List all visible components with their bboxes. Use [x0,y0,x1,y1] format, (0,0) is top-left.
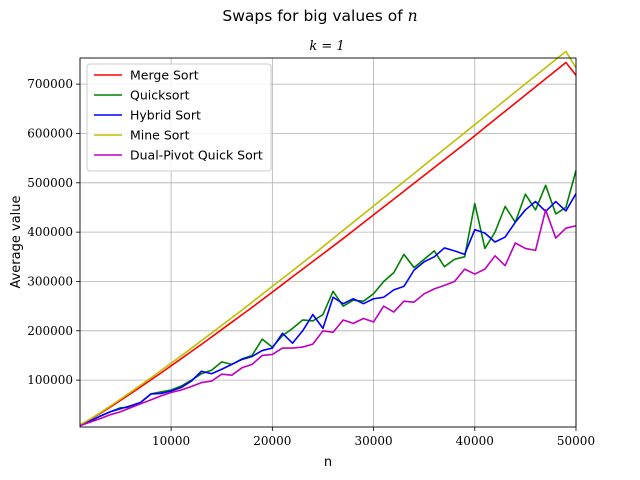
y-tick-label: 600000 [27,126,73,140]
x-tick-label: 10000 [152,434,190,448]
y-tick-label: 200000 [27,324,73,338]
legend: Merge Sort Quicksort Hybrid Sort Mine Sort D… [86,63,272,172]
chart-subtitle: k = 1 [309,39,344,54]
y-axis-label: Average value [9,195,24,288]
ticks: 10000 20000 30000 40000 50000 100000 200000 300… [27,77,595,448]
y-tick-label: 500000 [27,176,73,190]
y-tick-label: 400000 [27,225,73,239]
legend-label-mine-sort: Mine Sort [130,128,190,143]
series-line-merge-sort [79,61,577,426]
plot-frame [79,57,577,428]
x-tick-label: 50000 [557,434,595,448]
x-tick-label: 40000 [456,434,494,448]
chart-title-text: Swaps for big values of [222,7,403,25]
chart-title: Swaps for big values of n [222,7,417,25]
legend-label-merge-sort: Merge Sort [130,68,199,83]
chart-title-var: n [408,7,418,25]
y-tick-label: 300000 [27,274,73,288]
x-tick-label: 30000 [354,434,392,448]
legend-label-dual-pivot-quick-sort: Dual-Pivot Quick Sort [130,148,263,163]
legend-label-quicksort: Quicksort [130,88,190,103]
series-line-hybrid-sort [79,193,577,427]
series-line-mine-sort [79,50,577,426]
x-tick-label: 20000 [253,434,291,448]
legend-box [86,63,272,172]
series-line-dual-pivot-quick-sort [79,209,577,427]
legend-label-hybrid-sort: Hybrid Sort [130,108,201,123]
y-tick-label: 700000 [27,77,73,91]
x-axis-label: n [324,455,332,470]
y-tick-label: 100000 [27,373,73,387]
series-lines [79,50,577,427]
series-line-quicksort [79,170,577,426]
